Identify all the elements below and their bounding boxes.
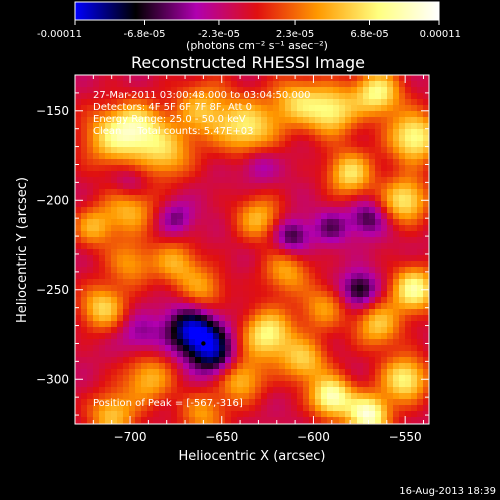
x-tick-label: −550 xyxy=(389,430,422,444)
y-tick-label: −200 xyxy=(36,193,69,207)
y-axis: −150 −200 −250 −300 xyxy=(36,74,429,416)
annotation-clean-counts: Clean Total counts: 5.47E+03 xyxy=(93,126,253,137)
colorbar-tick-label: -0.00011 xyxy=(37,29,82,40)
colorbar-tick-label: 0.00011 xyxy=(420,29,461,40)
x-axis-label: Heliocentric X (arcsec) xyxy=(179,449,326,464)
x-tick-label: −600 xyxy=(297,430,330,444)
y-tick-label: −250 xyxy=(36,283,69,297)
y-axis-label: Heliocentric Y (arcsec) xyxy=(15,177,30,323)
annotation-block: 27-Mar-2011 03:00:48.000 to 03:04:50.000… xyxy=(93,90,311,137)
colorbar-tick-label: -2.3e-05 xyxy=(198,29,240,40)
colorbar-units-label: (photons cm⁻² s⁻¹ asec⁻²) xyxy=(186,39,328,52)
annotation-detectors: Detectors: 4F 5F 6F 7F 8F, Att 0 xyxy=(93,102,252,113)
x-tick-label: −700 xyxy=(114,430,147,444)
y-tick-label: −300 xyxy=(36,372,69,386)
annotation-energy-range: Energy Range: 25.0 - 50.0 keV xyxy=(93,114,246,125)
plot-frame xyxy=(74,74,430,425)
timestamp: 16-Aug-2013 18:39 xyxy=(399,486,496,497)
colorbar-tick-label: 6.8e-05 xyxy=(350,29,388,40)
peak-position-label: Position of Peak = [-567,-316] xyxy=(93,398,243,409)
colorbar-ticks: -0.00011 -6.8e-05 -2.3e-05 2.3e-05 6.8e-05 0.… xyxy=(37,20,461,40)
annotation-time-range: 27-Mar-2011 03:00:48.000 to 03:04:50.000 xyxy=(93,90,311,101)
chart-title: Reconstructed RHESSI Image xyxy=(131,53,365,72)
x-tick-label: −650 xyxy=(205,430,238,444)
colorbar-tick-label: 2.3e-05 xyxy=(276,29,314,40)
y-tick-label: −150 xyxy=(36,104,69,118)
x-axis: −700 −650 −600 −550 xyxy=(92,75,424,444)
colorbar-tick-label: -6.8e-05 xyxy=(123,29,165,40)
marker-point xyxy=(201,341,206,346)
colorbar xyxy=(74,1,440,21)
